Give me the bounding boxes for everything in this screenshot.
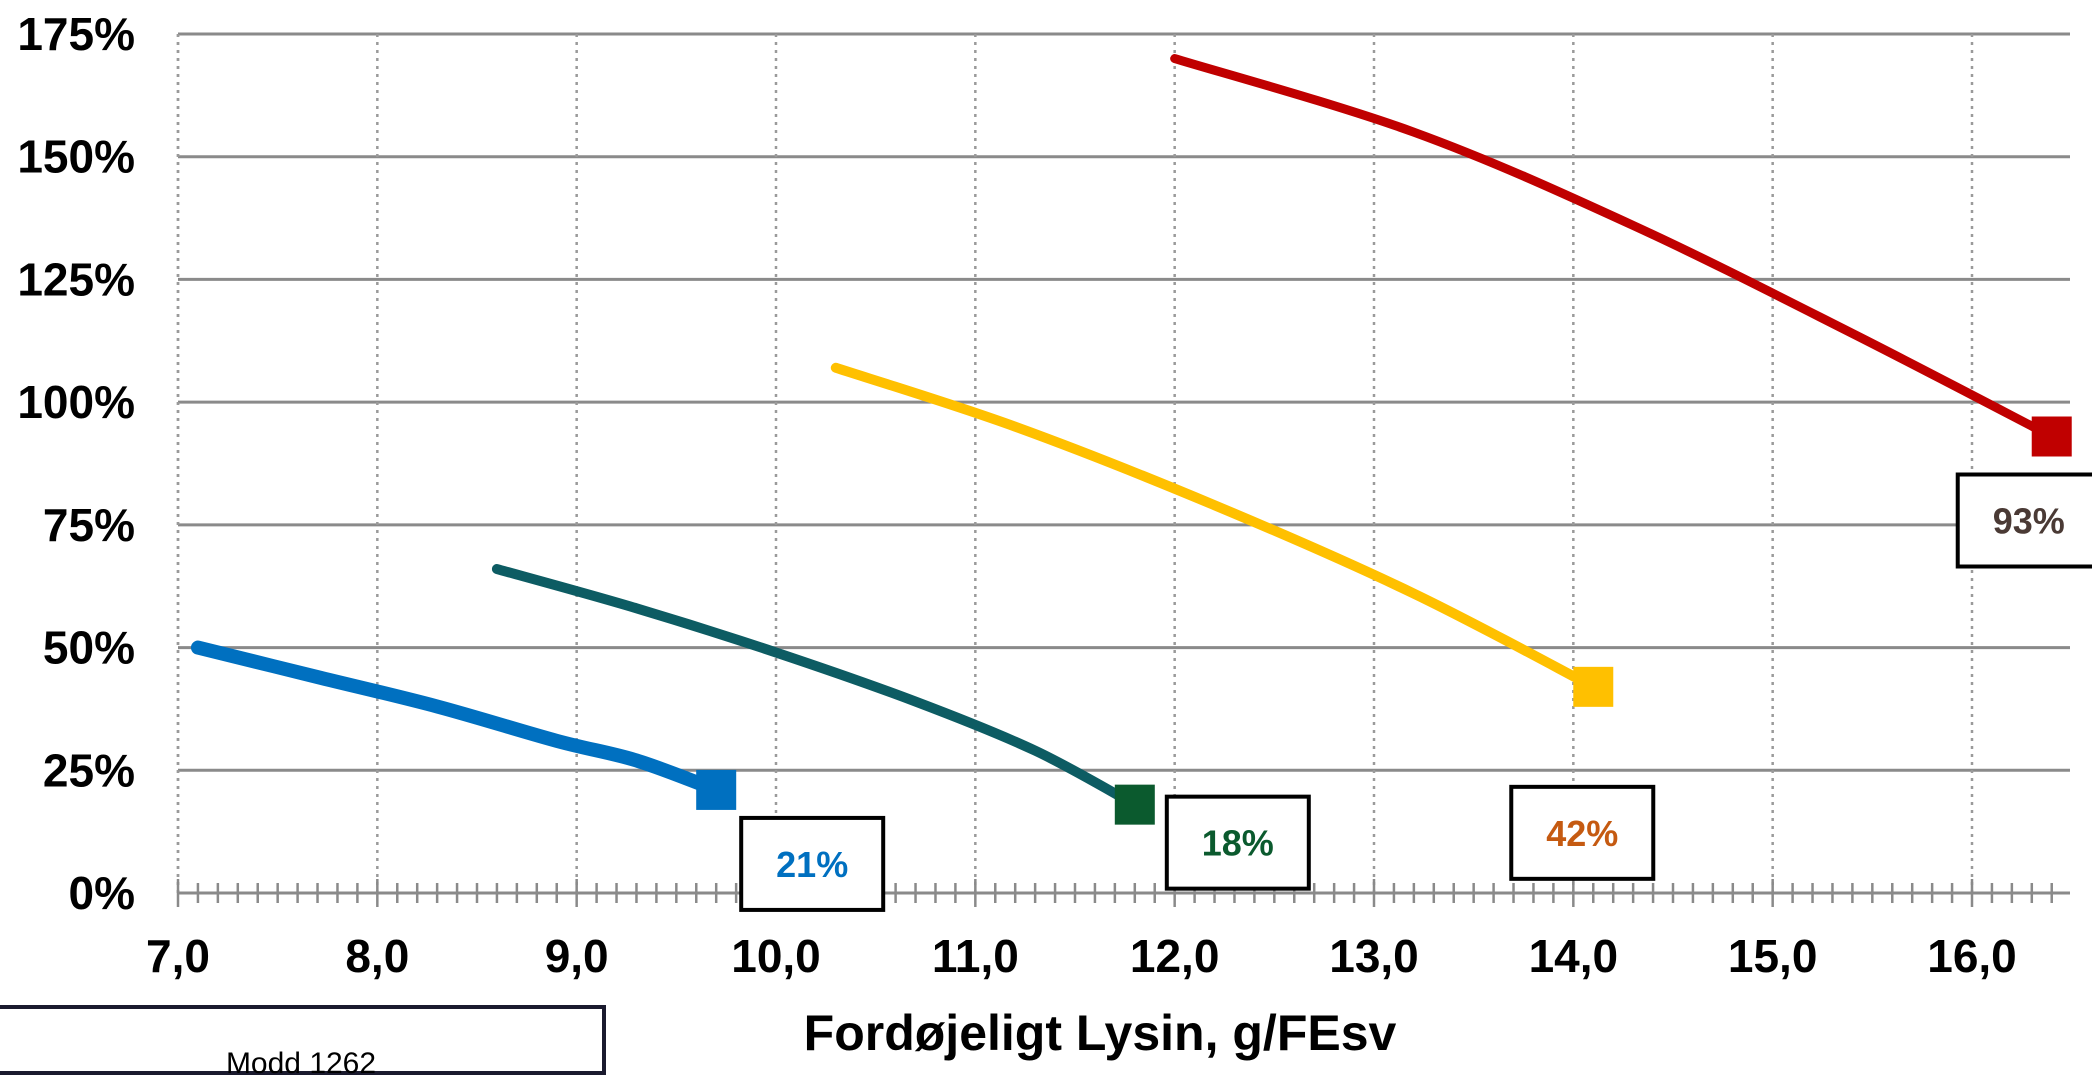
series-end-marker-1 — [696, 770, 736, 810]
y-tick-label: 100% — [17, 376, 135, 428]
series-line-4 — [1175, 59, 2052, 437]
end-label-text-2: 18% — [1202, 823, 1274, 864]
y-tick-label: 175% — [17, 8, 135, 60]
x-tick-label: 13,0 — [1329, 930, 1419, 982]
x-tick-label: 7,0 — [146, 930, 210, 982]
x-tick-label: 15,0 — [1728, 930, 1818, 982]
end-label-text-3: 42% — [1546, 813, 1618, 854]
y-tick-label: 50% — [43, 622, 135, 674]
series-end-marker-2 — [1115, 785, 1155, 825]
end-label-text-1: 21% — [776, 844, 848, 885]
end-labels: 21% 18% 42% 93% — [741, 475, 2092, 910]
y-tick-label: 0% — [69, 867, 135, 919]
series-line-1 — [198, 648, 716, 790]
x-tick-label: 14,0 — [1529, 930, 1619, 982]
y-tick-label: 125% — [17, 253, 135, 305]
x-tick-label: 10,0 — [731, 930, 821, 982]
x-tick-label: 8,0 — [345, 930, 409, 982]
x-tick-label: 16,0 — [1927, 930, 2017, 982]
tick-labels: 0% 25% 50% 75% 100% 125% 150% 175% 7,0 8,0 9,0 10,0… — [17, 8, 2016, 982]
y-tick-label: 75% — [43, 499, 135, 551]
y-tick-label: 25% — [43, 744, 135, 796]
series-end-marker-4 — [2032, 417, 2072, 457]
x-tick-label: 11,0 — [932, 930, 1019, 982]
x-tick-label: 12,0 — [1130, 930, 1220, 982]
y-tick-label: 150% — [17, 131, 135, 183]
series-end-marker-3 — [1573, 667, 1613, 707]
series-line-3 — [836, 368, 1593, 687]
x-tick-label: 9,0 — [545, 930, 609, 982]
series-lines — [198, 59, 2072, 825]
footnote-text: Modd 1262 — [226, 1047, 376, 1080]
x-axis-title: Fordøjeligt Lysin, g/FEsv — [804, 1005, 1397, 1061]
end-label-text-4: 93% — [1993, 501, 2065, 542]
